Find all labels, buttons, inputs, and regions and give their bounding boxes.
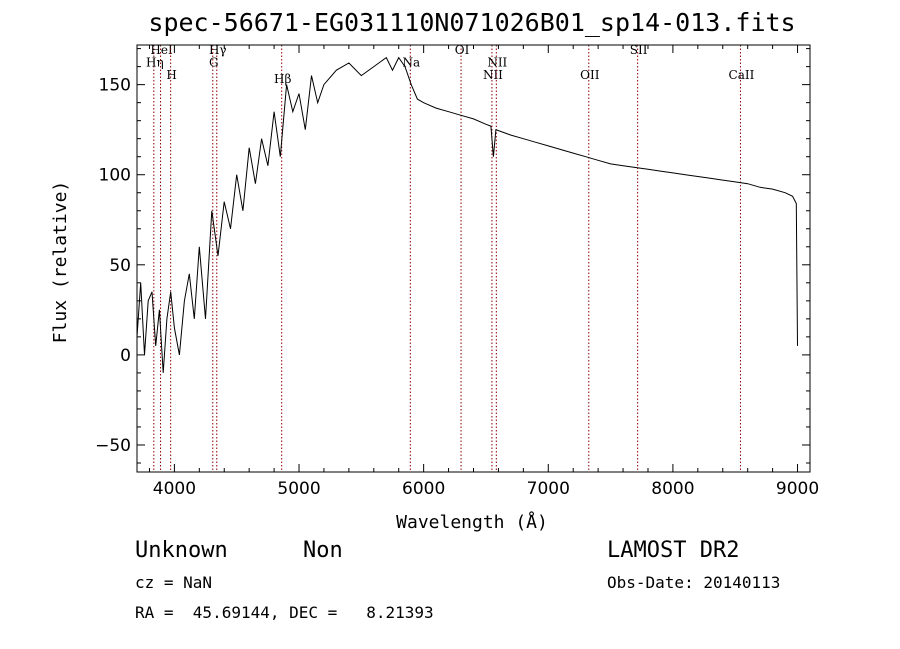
- line-label-12: CaII: [729, 68, 755, 82]
- class-label: Unknown: [135, 538, 228, 563]
- x-tick-label-4: 8000: [651, 479, 694, 499]
- survey-label: LAMOST DR2: [607, 538, 740, 563]
- cz-value: cz = NaN: [135, 573, 213, 592]
- obs-date: Obs-Date: 20140113: [607, 573, 781, 592]
- chart-title: spec-56671-EG031110N071026B01_sp14-013.f…: [148, 8, 795, 37]
- x-tick-label-0: 4000: [153, 479, 196, 499]
- x-axis-label: Wavelength (Å): [396, 511, 548, 533]
- x-tick-label-3: 7000: [527, 479, 570, 499]
- line-label-4: G: [209, 56, 219, 70]
- subclass-label: Non: [303, 538, 343, 563]
- y-tick-label-3: 100: [99, 166, 131, 186]
- line-label-6: Na: [402, 56, 420, 70]
- y-axis-label: Flux (relative): [50, 181, 71, 344]
- coordinates: RA = 45.69144, DEC = 8.21393: [135, 603, 434, 622]
- x-tick-label-5: 9000: [776, 479, 819, 499]
- line-label-3: Hγ: [209, 43, 227, 57]
- y-tick-label-4: 150: [99, 76, 131, 96]
- line-label-1: HeI: [150, 43, 173, 57]
- axes: 4000 5000 6000 7000 8000 9000 −50 0 50 100 150: [95, 45, 819, 499]
- y-tick-label-1: 0: [120, 346, 131, 366]
- line-label-10: OII: [580, 68, 600, 82]
- line-label-11: SII: [630, 43, 648, 57]
- line-label-9: NII: [487, 56, 507, 70]
- y-tick-label-0: −50: [95, 436, 131, 456]
- x-tick-label-1: 5000: [277, 479, 320, 499]
- y-tick-label-2: 50: [109, 256, 131, 276]
- line-label-5: Hβ: [274, 72, 291, 86]
- line-label-0: Hη: [146, 56, 164, 70]
- line-label-2: H: [166, 68, 176, 82]
- plot-frame: [136, 44, 811, 473]
- line-label-8: NII: [483, 68, 503, 82]
- x-tick-label-2: 6000: [402, 479, 445, 499]
- spectrum-series-line: [136, 56, 798, 373]
- line-label-7: OI: [455, 43, 470, 57]
